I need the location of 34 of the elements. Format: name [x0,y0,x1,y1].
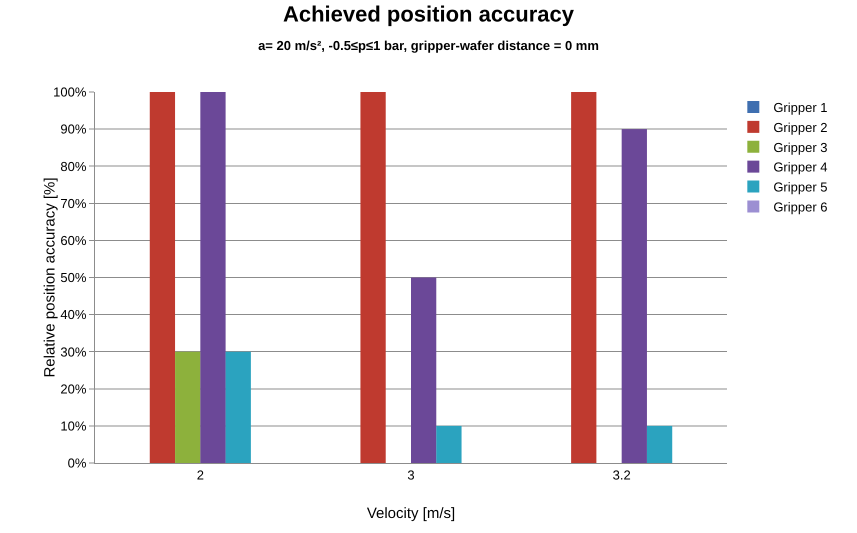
legend-label: Gripper 1 [773,100,828,116]
bar [411,278,436,463]
y-tick-label: 30% [60,344,87,360]
bar [622,129,647,463]
bar [436,426,462,463]
x-tick-label: 3 [407,468,415,483]
bar [571,92,596,463]
legend-label: Gripper 2 [773,120,828,135]
legend-label: Gripper 5 [773,180,828,195]
legend-label: Gripper 6 [773,200,828,215]
bar [175,352,200,463]
x-tick-label: 2 [196,468,204,483]
y-tick-label: 0% [68,456,87,471]
y-tick-label: 10% [60,418,87,434]
y-tick-label: 80% [60,158,87,174]
chart-title: Achieved position accuracy [283,1,575,26]
y-tick-label: 40% [60,307,87,322]
legend-label: Gripper 4 [773,160,828,175]
x-tick-label: 3.2 [612,468,631,483]
bar [200,92,226,463]
bar [360,92,386,463]
y-tick-label: 60% [60,232,87,248]
y-tick-label: 90% [60,122,87,137]
y-tick-label: 20% [60,381,87,396]
legend-label: Gripper 3 [773,140,828,155]
y-tick-label: 70% [60,196,87,211]
y-axis-title: Relative position accuracy [%] [41,177,58,378]
y-tick-label: 50% [60,270,87,286]
y-tick-label: 100% [53,84,87,100]
bar [226,352,251,463]
chart-subtitle: a= 20 m/s², -0.5≤p≤1 bar, gripper-wafer distance = 0 mm [258,38,599,53]
bar [150,92,176,463]
bar [646,426,672,463]
x-axis-title: Velocity [m/s] [366,505,456,522]
